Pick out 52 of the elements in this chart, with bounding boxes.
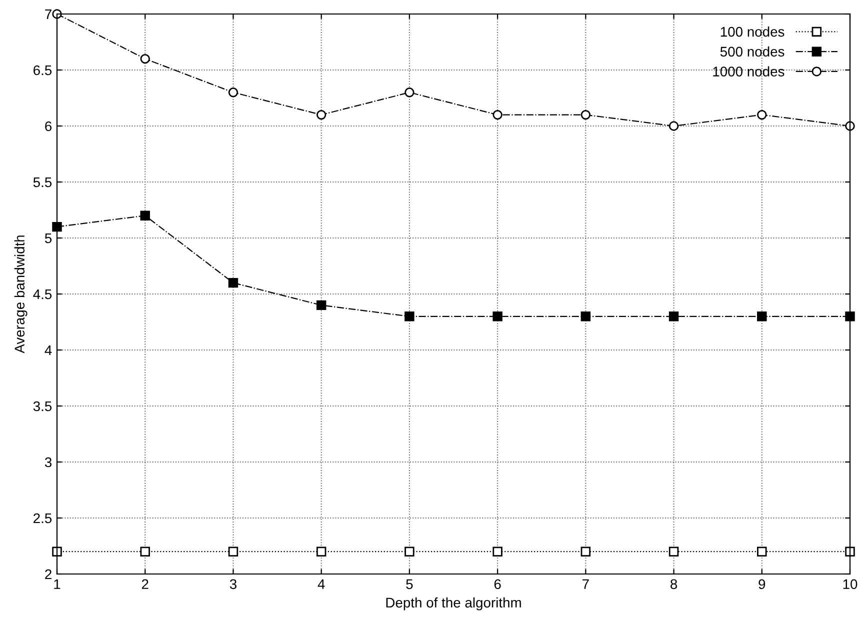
- x-tick-label: 7: [582, 579, 589, 589]
- point: [228, 278, 238, 288]
- point: [140, 54, 150, 64]
- point: [757, 546, 767, 556]
- point: [228, 88, 238, 98]
- point: [404, 546, 414, 556]
- point: [757, 312, 767, 322]
- x-axis-title: Depth of the algorithm: [386, 597, 521, 610]
- y-tick-label: 4.5: [33, 289, 52, 300]
- point: [580, 110, 591, 120]
- y-tick-label: 2.5: [34, 513, 52, 524]
- point: [316, 546, 326, 556]
- point: [580, 546, 591, 556]
- point: [52, 222, 62, 232]
- point: [492, 546, 502, 556]
- legend-label: 500 nodes: [720, 46, 784, 57]
- y-tick-label: 3: [44, 457, 52, 468]
- y-tick-label: 2: [45, 569, 52, 580]
- legend-label: 1000 nodes: [713, 66, 784, 76]
- point: [140, 546, 150, 556]
- x-tick-label: 9: [758, 579, 766, 590]
- y-tick-label: 3.5: [33, 401, 52, 412]
- legend-label: 100 nodes: [720, 26, 784, 37]
- point: [580, 312, 591, 322]
- y-tick-label: 5.5: [33, 177, 52, 188]
- x-tick-label: 5: [406, 579, 413, 590]
- point: [316, 110, 326, 120]
- y-tick-label: 6.5: [34, 65, 52, 76]
- x-tick-label: 6: [494, 579, 501, 590]
- y-tick-label: 4: [44, 345, 52, 356]
- y-tick-label: 7: [45, 9, 52, 20]
- point: [492, 110, 502, 120]
- point: [140, 210, 150, 220]
- x-tick-label: 10: [843, 579, 858, 590]
- x-tick-label: 8: [670, 579, 678, 590]
- point: [668, 121, 679, 131]
- point: [668, 546, 679, 556]
- point: [492, 312, 502, 322]
- point: [404, 312, 414, 322]
- point: [845, 312, 855, 322]
- point: [404, 88, 414, 98]
- x-tick-label: 1: [54, 579, 60, 589]
- y-tick-label: 6: [45, 121, 52, 132]
- point: [668, 312, 679, 322]
- x-tick-label: 4: [318, 579, 325, 589]
- y-tick-label: 5: [44, 233, 52, 244]
- x-tick-label: 3: [230, 579, 236, 590]
- x-tick-label: 2: [142, 579, 148, 589]
- point: [757, 110, 767, 120]
- point: [316, 300, 326, 310]
- point: [228, 546, 238, 556]
- y-axis-title: Average bandwidth: [14, 236, 28, 354]
